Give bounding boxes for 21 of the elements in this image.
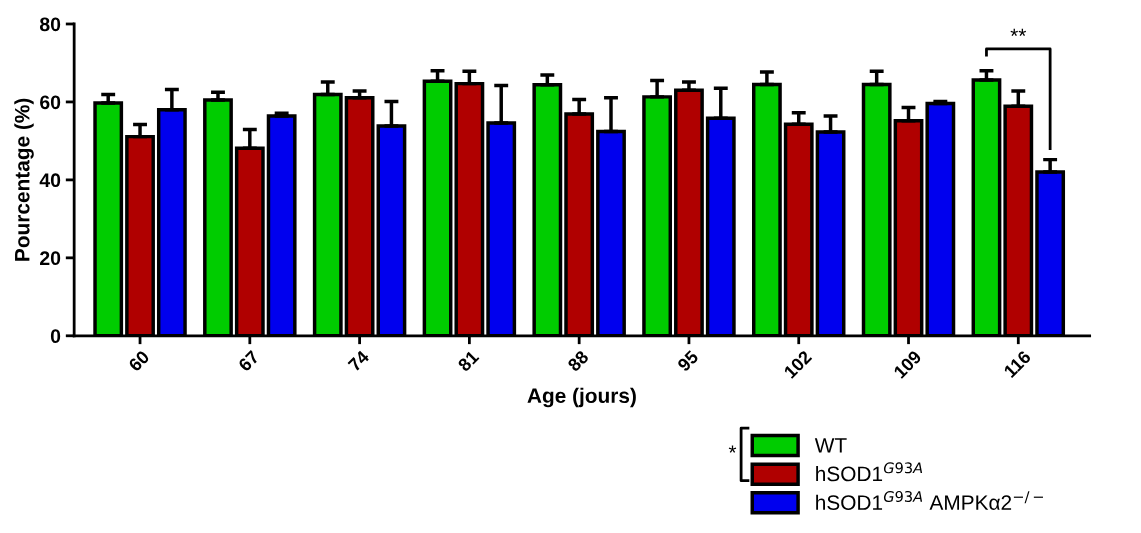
x-tick-label: 81	[457, 349, 480, 373]
x-tick-label: 88	[566, 349, 590, 373]
legend-label: hSOD1$^{G93A}$ AMPKα2$^{−/−}$	[816, 490, 1043, 510]
x-tick-label: 116	[1003, 349, 1032, 379]
y-tick-label: 60	[40, 95, 61, 110]
legend-label: WT	[814, 438, 847, 453]
text: *	[728, 445, 737, 453]
x-tick-label: 109	[893, 349, 923, 379]
y-tick-label: 20	[40, 251, 61, 266]
x-tick-label: 95	[676, 349, 700, 373]
y-tick-label: 40	[39, 173, 61, 188]
x-axis-title: Age (jours)	[527, 387, 636, 408]
y-axis-title: Pourcentage (%)	[14, 98, 34, 261]
y-tick-label: 80	[39, 17, 61, 32]
x-tick-label: 60	[127, 349, 151, 373]
legend-label: hSOD1$^{G93A}$	[816, 462, 923, 482]
x-tick-label: 102	[783, 349, 813, 379]
x-tick-label: 74	[347, 349, 370, 372]
x-tick-label: 67	[237, 349, 260, 373]
y-tick-label: 0	[50, 329, 61, 344]
annotation: **	[1010, 28, 1027, 37]
